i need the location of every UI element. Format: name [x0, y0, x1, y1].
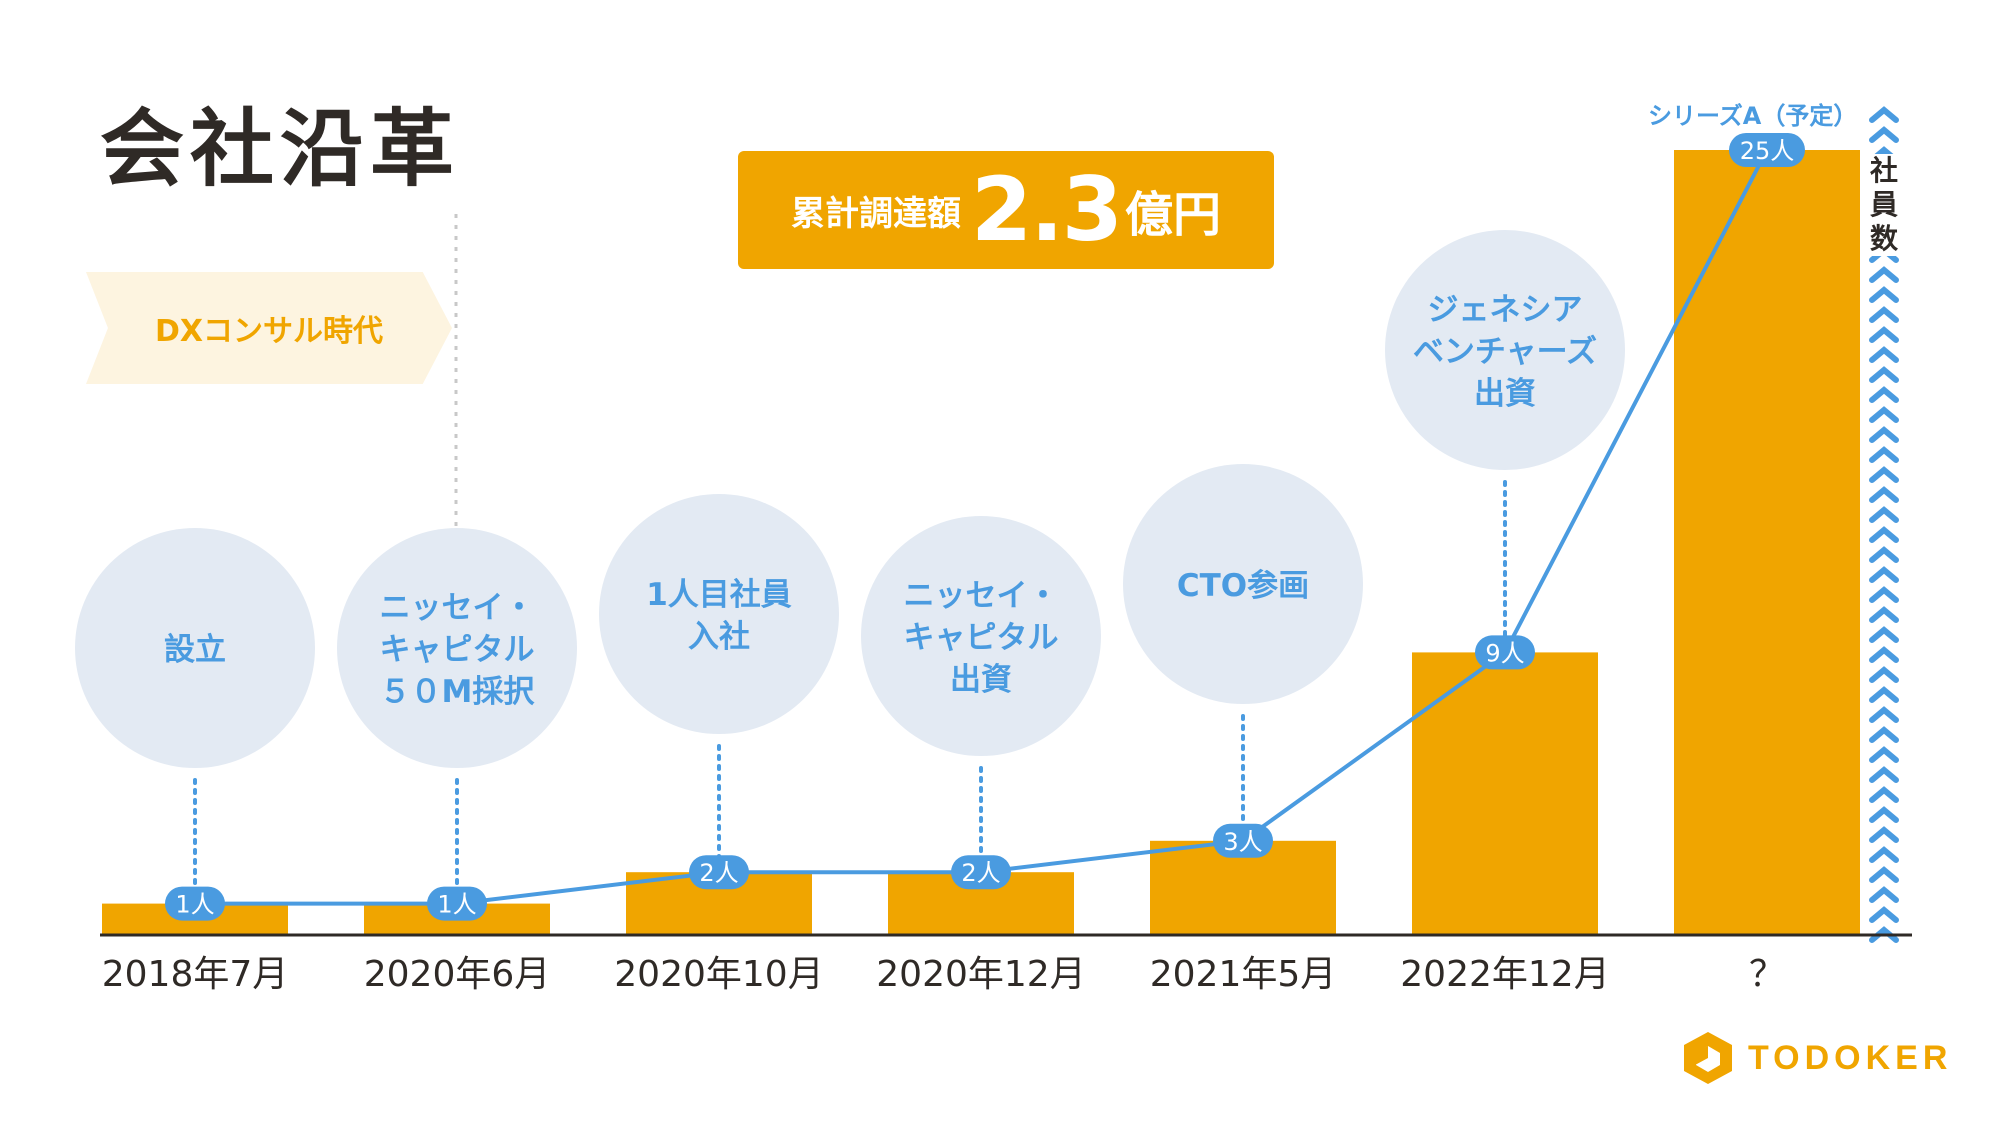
- funding-total-box: 累計調達額 2.3 億円: [738, 151, 1274, 269]
- chevron-up-icon: [1869, 626, 1899, 643]
- chevron-up-icon: [1869, 286, 1899, 303]
- chevron-up-icon: [1869, 706, 1899, 723]
- chevron-up-icon: [1869, 586, 1899, 603]
- chevron-up-icon: [1869, 406, 1899, 423]
- chevron-up-icon: [1869, 826, 1899, 843]
- event-label: ５０M採択: [380, 674, 536, 710]
- chevron-up-icon: [1869, 606, 1899, 623]
- chevron-up-icon: [1869, 566, 1899, 583]
- event-label: ニッセイ・: [380, 590, 535, 626]
- x-tick-label: 2020年6月: [364, 954, 551, 995]
- chevron-up-icon: [1869, 326, 1899, 343]
- bar: [1674, 150, 1860, 935]
- data-label: 1人: [175, 891, 214, 919]
- data-point-pill: [1729, 133, 1805, 167]
- event-label: 出資: [950, 662, 1012, 698]
- chevron-up-icon: [1869, 366, 1899, 383]
- chevron-up-icon: [1869, 306, 1899, 323]
- x-tick-label: 2021年5月: [1150, 954, 1337, 995]
- data-label: 3人: [1223, 828, 1262, 856]
- event-bubble: [337, 528, 577, 768]
- event-bubble: [861, 516, 1101, 756]
- chevron-up-icon: [1869, 506, 1899, 523]
- event-label: 設立: [164, 632, 226, 668]
- data-point-pill: [1475, 635, 1535, 670]
- chevron-up-icon: [1869, 766, 1899, 783]
- chevron-up-icon: [1869, 906, 1899, 923]
- event-label: ニッセイ・: [904, 578, 1059, 614]
- chevron-up-icon: [1869, 386, 1899, 403]
- todoker-logo-icon: [1684, 1032, 1732, 1084]
- chevron-up-icon: [1869, 666, 1899, 683]
- data-point-pill: [165, 886, 225, 921]
- company-logo: TODOKER: [1682, 1030, 1952, 1086]
- data-label: 2人: [699, 859, 738, 887]
- funding-label: 累計調達額: [791, 193, 962, 234]
- event-bubble: [599, 494, 839, 734]
- chevron-up-icon: [1869, 786, 1899, 803]
- chevron-up-icon: [1869, 526, 1899, 543]
- event-bubble: [75, 528, 315, 768]
- event-label: 1人目社員: [646, 577, 792, 613]
- chevron-up-icon: [1869, 446, 1899, 463]
- chevron-up-icon: [1869, 866, 1899, 883]
- x-tick-label: ？: [1749, 954, 1785, 995]
- data-label: 9人: [1485, 639, 1524, 667]
- chevron-up-icon: [1869, 546, 1899, 563]
- chevron-up-icon: [1869, 886, 1899, 903]
- x-tick-label: 2020年12月: [876, 954, 1085, 995]
- chevron-up-icon: [1869, 266, 1899, 283]
- chevron-up-icon: [1869, 346, 1899, 363]
- bar: [1412, 652, 1598, 935]
- series-a-label: シリーズA（予定）: [1648, 102, 1858, 130]
- chevron-up-icon: [1869, 806, 1899, 823]
- x-tick-label: 2020年10月: [614, 954, 823, 995]
- era-banner: DXコンサル時代: [86, 272, 452, 384]
- chevron-up-icon: [1869, 646, 1899, 663]
- era-label: DXコンサル時代: [154, 314, 384, 349]
- event-label: キャピタル: [904, 620, 1059, 656]
- chevron-up-icon: [1869, 846, 1899, 863]
- event-bubble: [1385, 230, 1625, 470]
- event-label: キャピタル: [380, 632, 535, 668]
- funding-unit: 億円: [1124, 187, 1221, 243]
- data-label: 1人: [437, 891, 476, 919]
- page-title: 会社沿革: [100, 100, 461, 198]
- employees-axis-label: 社員数: [1866, 154, 1902, 256]
- event-label: CTO参画: [1177, 568, 1309, 604]
- chevron-up-icon: [1869, 106, 1899, 123]
- chevron-up-icon: [1869, 466, 1899, 483]
- chevron-up-icon: [1869, 726, 1899, 743]
- chevron-up-icon: [1869, 746, 1899, 763]
- chevron-up-icon: [1869, 126, 1899, 143]
- data-point-pill: [951, 855, 1011, 890]
- chevron-up-icon: [1869, 926, 1899, 943]
- event-label: 出資: [1474, 376, 1536, 412]
- funding-amount: 2.3: [971, 158, 1123, 261]
- chevron-up-icon: [1869, 426, 1899, 443]
- event-bubble: [1123, 464, 1363, 704]
- data-point-pill: [427, 886, 487, 921]
- data-point-pill: [1213, 823, 1273, 858]
- data-label: 2人: [961, 859, 1000, 887]
- event-label: ジェネシア: [1428, 292, 1583, 328]
- event-label: 入社: [688, 619, 750, 655]
- data-label: 25人: [1740, 137, 1795, 165]
- chevron-up-icon: [1869, 486, 1899, 503]
- chevron-up-icon: [1869, 686, 1899, 703]
- event-label: ベンチャーズ: [1413, 334, 1597, 370]
- x-tick-label: 2022年12月: [1400, 954, 1609, 995]
- logo-text: TODOKER: [1748, 1038, 1953, 1077]
- data-point-pill: [689, 855, 749, 890]
- x-tick-label: 2018年7月: [102, 954, 289, 995]
